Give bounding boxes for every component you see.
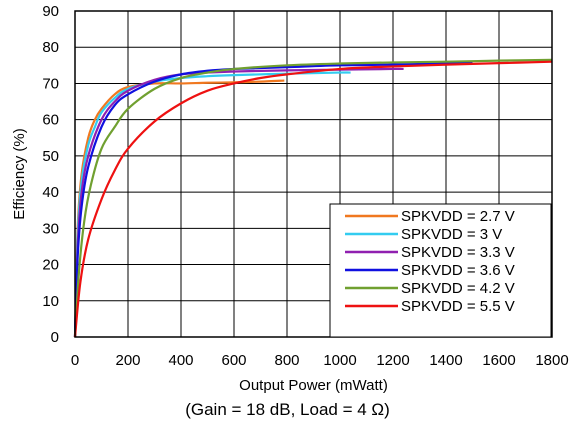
y-tick-label: 90 (42, 3, 59, 20)
x-axis-label: Output Power (mWatt) (239, 377, 388, 394)
x-tick-label: 1000 (323, 352, 356, 369)
series-line (73, 71, 351, 338)
y-tick-label: 70 (42, 75, 59, 92)
legend-label: SPKVDD = 2.7 V (401, 208, 515, 225)
y-tick-label: 20 (42, 257, 59, 274)
x-tick-label: 1200 (376, 352, 409, 369)
x-tick-label: 600 (221, 352, 246, 369)
legend-label: SPKVDD = 3 V (401, 226, 502, 243)
y-tick-label: 80 (42, 39, 59, 56)
series-lines (73, 58, 553, 338)
plot-frame (74, 10, 553, 338)
x-tick-label: 0 (71, 352, 79, 369)
y-axis-ticks: 0 10 20 30 40 50 60 70 80 90 (42, 3, 59, 346)
x-tick-label: 800 (274, 352, 299, 369)
legend-label: SPKVDD = 4.2 V (401, 280, 515, 297)
y-tick-label: 10 (42, 293, 59, 310)
y-tick-label: 40 (42, 184, 59, 201)
x-tick-label: 1600 (482, 352, 515, 369)
y-tick-label: 50 (42, 148, 59, 165)
x-tick-label: 200 (115, 352, 140, 369)
y-tick-label: 60 (42, 112, 59, 129)
y-tick-label: 0 (51, 329, 59, 346)
legend-label: SPKVDD = 3.3 V (401, 244, 515, 261)
legend-label: SPKVDD = 5.5 V (401, 298, 515, 315)
series-line (73, 58, 553, 338)
x-tick-label: 400 (168, 352, 193, 369)
x-axis-ticks: 0 200 400 600 800 1000 1200 1400 1600 1800 (71, 352, 569, 369)
series-line (73, 61, 473, 338)
series-line (73, 60, 553, 338)
efficiency-chart: 0 200 400 600 800 1000 1200 1400 1600 1800 0 10 20 3… (11, 3, 569, 394)
chart-caption: (Gain = 18 dB, Load = 4 Ω) (185, 400, 390, 419)
x-tick-label: 1400 (429, 352, 462, 369)
legend-label: SPKVDD = 3.6 V (401, 262, 515, 279)
y-tick-label: 30 (42, 220, 59, 237)
y-axis-label: Efficiency (%) (11, 128, 28, 219)
x-tick-label: 1800 (535, 352, 568, 369)
